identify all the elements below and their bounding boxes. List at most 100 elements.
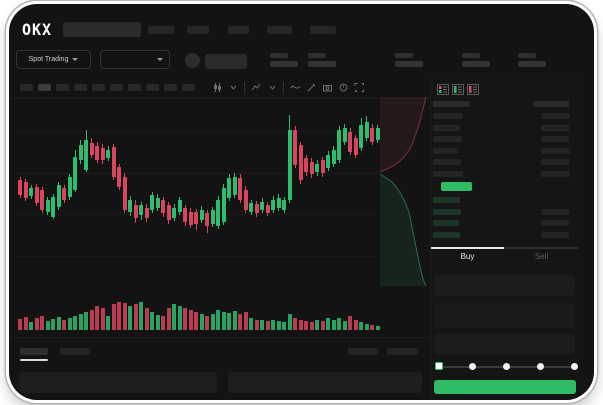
buy-button[interactable] (434, 380, 576, 394)
volume-bar (122, 303, 127, 330)
timeframe-button[interactable] (182, 84, 195, 91)
candle-body (337, 130, 341, 160)
volume-bar (337, 318, 341, 330)
ask-amount-bar (541, 147, 570, 154)
candle-body (84, 140, 88, 170)
search-input[interactable] (63, 22, 141, 37)
volume-bar (205, 316, 209, 330)
candle-body (18, 180, 22, 195)
timeframe-button[interactable] (20, 84, 33, 91)
candle-body (309, 162, 314, 174)
candle-body (227, 178, 231, 198)
timeframe-button[interactable] (110, 84, 123, 91)
pair-selector-dropdown[interactable] (100, 50, 170, 69)
candle-body (89, 143, 94, 155)
book-asks-icon[interactable] (467, 82, 479, 95)
volume-bar (309, 322, 314, 330)
volume-bar (342, 321, 347, 330)
volume-bar (73, 316, 77, 330)
volume-bar (249, 318, 253, 330)
fullscreen-icon[interactable] (354, 82, 365, 93)
ask-price-bar[interactable] (433, 136, 462, 142)
volume-bar (150, 312, 154, 330)
candle-body (166, 205, 171, 220)
timeframe-button[interactable] (56, 84, 69, 91)
draw-icon[interactable] (306, 82, 317, 93)
line-style-icon[interactable] (290, 82, 301, 93)
orders-row-placeholder (228, 372, 422, 393)
timeframe-button[interactable] (74, 84, 87, 91)
stat-value (270, 61, 298, 67)
nav-item[interactable] (228, 26, 249, 34)
ask-price-bar[interactable] (433, 170, 463, 177)
candle-body (199, 210, 204, 220)
ask-price-bar[interactable] (433, 159, 461, 165)
candlestick-chart[interactable] (16, 100, 380, 290)
divider (283, 82, 284, 93)
tab-sell[interactable]: Sell (534, 252, 549, 261)
candle-body (183, 208, 187, 222)
slider-dot[interactable] (435, 362, 443, 370)
candle-body (348, 132, 352, 152)
bottom-tab[interactable] (20, 348, 48, 355)
candles-icon[interactable] (212, 82, 223, 93)
indicator-icon[interactable] (251, 82, 262, 93)
price-input[interactable] (434, 275, 575, 296)
slider-dot[interactable] (469, 363, 476, 370)
book-both-icon[interactable] (437, 82, 449, 95)
candle-body (161, 200, 165, 213)
ask-price-bar[interactable] (433, 124, 460, 131)
candle-body (62, 188, 66, 200)
bid-price-bar[interactable] (433, 220, 459, 226)
candle-body (111, 147, 116, 177)
bid-amount-bar (541, 231, 569, 238)
candle-body (95, 146, 99, 160)
bid-price-bar[interactable] (433, 208, 461, 215)
nav-item[interactable] (187, 26, 209, 34)
pair-name-button[interactable] (205, 54, 247, 69)
amount-input[interactable] (434, 303, 575, 328)
bid-price-bar[interactable] (433, 231, 460, 238)
settings-icon[interactable] (338, 82, 349, 93)
timeframe-button[interactable] (164, 84, 177, 91)
timeframe-button[interactable] (128, 84, 141, 91)
candle-body (260, 202, 264, 210)
market-type-dropdown[interactable]: Spot Trading (16, 50, 91, 69)
ask-price-bar[interactable] (433, 147, 458, 154)
chevron-down-icon[interactable] (228, 82, 239, 93)
timeframe-button[interactable] (38, 84, 51, 91)
volume-bar (276, 321, 281, 330)
candle-body (117, 167, 121, 187)
bottom-action-chip[interactable] (387, 348, 418, 355)
stat-label (518, 53, 536, 58)
ask-price-bar[interactable] (433, 113, 463, 119)
bid-price-bar[interactable] (433, 197, 460, 203)
volume-bar (100, 308, 105, 330)
candle-body (172, 208, 176, 218)
camera-icon[interactable] (322, 82, 333, 93)
slider-dot[interactable] (503, 363, 510, 370)
candle-body (364, 122, 369, 138)
nav-item[interactable] (148, 26, 174, 34)
candle-body (370, 128, 374, 142)
candle-body (122, 177, 127, 210)
volume-bar (304, 321, 308, 330)
tab-buy[interactable]: Buy (460, 252, 475, 261)
nav-item[interactable] (267, 26, 292, 34)
timeframe-button[interactable] (92, 84, 105, 91)
bottom-tab[interactable] (60, 348, 90, 355)
total-input[interactable] (434, 334, 575, 354)
candle-body (128, 200, 132, 212)
bid-amount-bar (541, 208, 569, 215)
slider-dot[interactable] (571, 363, 578, 370)
chevron-down-icon[interactable] (267, 82, 278, 93)
bottom-action-chip[interactable] (348, 348, 378, 355)
slider-dot[interactable] (537, 363, 544, 370)
volume-bar (40, 316, 44, 330)
book-bids-icon[interactable] (452, 82, 464, 95)
volume-bar (238, 314, 242, 330)
ask-amount-bar (541, 159, 569, 165)
timeframe-button[interactable] (146, 84, 159, 91)
nav-item[interactable] (310, 26, 336, 34)
volume-bar (216, 310, 220, 330)
